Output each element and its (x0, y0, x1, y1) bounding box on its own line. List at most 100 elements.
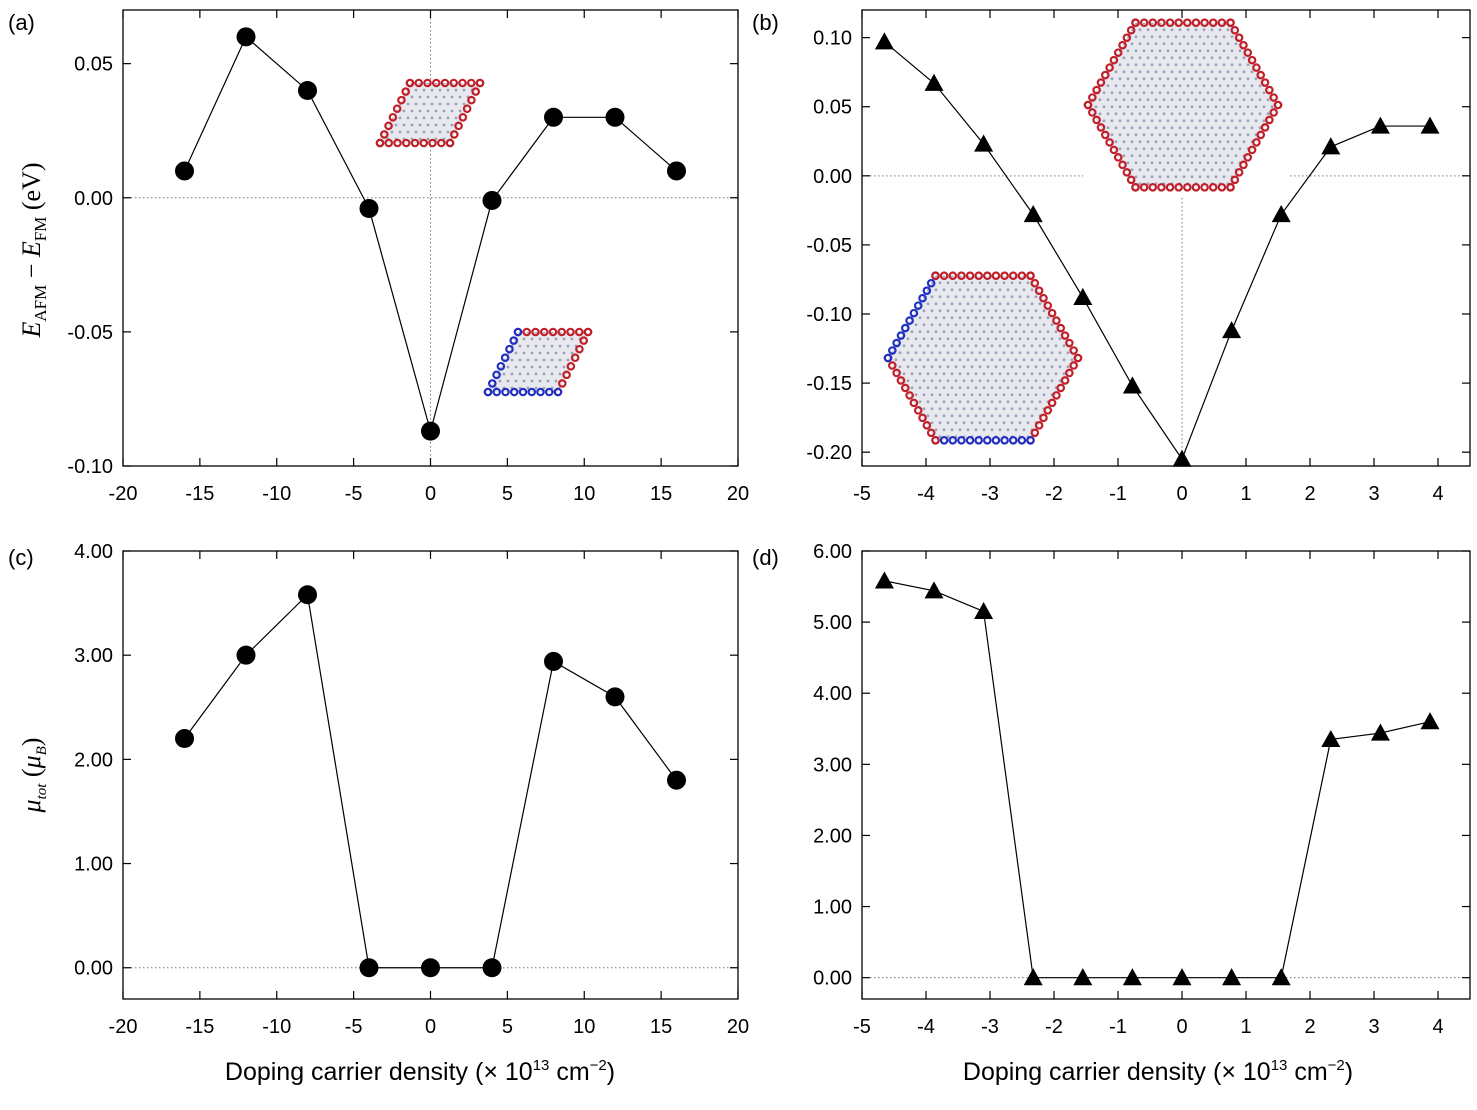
data-point (1321, 729, 1341, 748)
data-point (482, 190, 502, 210)
x-tick-label: -4 (917, 1016, 935, 1038)
series-line (184, 593, 677, 969)
x-tick-label: 10 (573, 1016, 595, 1038)
data-point (421, 958, 440, 978)
data-point (236, 27, 256, 47)
x-tick-label: -15 (185, 1016, 214, 1038)
x-tick-label: 10 (573, 483, 595, 505)
data-point (544, 651, 563, 671)
panel-c: (c) -20 -15 -10 -5 0 5 10 15 20 0.00 1.00 2.00 3.00 4.… (8, 541, 749, 1038)
x-tick-label: 2 (1304, 1016, 1315, 1038)
data-point (1122, 376, 1142, 394)
panel-d: (d) -5 -4 -3 -2 -1 0 1 2 3 4 0.00 1.00 2.00 3.00 4.00 5.… (752, 541, 1471, 1038)
panel-letter: (d) (752, 545, 779, 570)
x-tick-label: 1 (1240, 1016, 1251, 1038)
series-line (884, 41, 1430, 461)
x-tick-label: 0 (1176, 483, 1187, 505)
x-tick-label: -20 (109, 483, 138, 505)
data-point (667, 770, 686, 790)
data-point (1321, 137, 1341, 155)
x-tick-label: 5 (502, 483, 513, 505)
x-tick-label: 0 (425, 483, 436, 505)
inset-flake (483, 327, 593, 397)
x-tick-label: -4 (917, 483, 935, 505)
y-tick-label: 0.05 (74, 54, 113, 76)
y-tick-label: 4.00 (74, 541, 113, 563)
data-point (1420, 712, 1440, 730)
data-point (1122, 968, 1142, 986)
x-tick-label: 20 (727, 1016, 749, 1038)
x-tick-label: -2 (1045, 1016, 1063, 1038)
y-tick-label: 0.00 (74, 188, 113, 210)
x-tick-label: 5 (502, 1016, 513, 1038)
y-tick-label: -0.10 (806, 304, 852, 326)
x-tick-label: 4 (1432, 483, 1443, 505)
y-tick-label: 5.00 (813, 612, 852, 634)
data-point (359, 198, 379, 218)
panel-letter: (b) (752, 10, 779, 35)
x-tick-label: -3 (981, 483, 999, 505)
data-point (874, 32, 894, 50)
inset-lattice (380, 83, 480, 143)
data-point (175, 161, 194, 181)
data-point (924, 581, 944, 599)
data-point (974, 601, 994, 620)
data-point (1073, 287, 1093, 306)
y-tick-label: 0.00 (74, 958, 113, 980)
y-tick-label: 1.00 (74, 854, 113, 876)
x-tick-label: -10 (262, 483, 291, 505)
x-tick-label: -1 (1109, 1016, 1127, 1038)
x-tick-label: 15 (650, 483, 672, 505)
y-tick-label: 3.00 (813, 754, 852, 776)
ylabel-moment: μtot (μB) (17, 738, 50, 814)
data-point (667, 161, 686, 181)
x-tick-label: -5 (853, 483, 871, 505)
data-point (1370, 116, 1390, 134)
data-point (1222, 968, 1242, 986)
data-point (1222, 321, 1242, 339)
panel-a: (a) -20 -15 -10 -5 0 5 10 15 20 -0.10 -0.05 0.00 0.05 (8, 9, 749, 505)
data-point (1023, 205, 1043, 223)
y-tick-label: 3.00 (74, 645, 113, 667)
panel-b: (b) -5 -4 -3 -2 -1 0 1 2 3 4 -0.20 -0.15 -0.10 -0.05 0.… (752, 9, 1471, 505)
x-tick-label: 4 (1432, 1016, 1443, 1038)
plot-frame (861, 550, 1471, 1000)
series-line (884, 580, 1431, 979)
x-tick-label: -5 (345, 483, 363, 505)
data-point (1271, 968, 1291, 986)
x-tick-label: 3 (1368, 1016, 1379, 1038)
data-point (421, 421, 440, 441)
panel-letter: (c) (8, 545, 34, 570)
data-point (482, 958, 502, 978)
y-tick-label: 0.00 (813, 166, 852, 188)
xlabel-left: Doping carrier density (× 1013 cm−2) (225, 1057, 615, 1086)
x-tick-label: 20 (727, 483, 749, 505)
x-tick-label: -5 (345, 1016, 363, 1038)
y-tick-label: -0.20 (806, 442, 852, 464)
y-tick-label: 6.00 (813, 541, 852, 563)
plot-frame (861, 9, 1471, 467)
data-point (359, 958, 379, 978)
x-tick-label: -5 (853, 1016, 871, 1038)
x-tick-label: -10 (262, 1016, 291, 1038)
data-point (924, 73, 944, 91)
x-tick-label: 0 (1176, 1016, 1187, 1038)
y-tick-label: 2.00 (74, 749, 113, 771)
x-tick-label: -1 (1109, 483, 1127, 505)
y-tick-label: 0.05 (813, 97, 852, 119)
inset-flake (375, 78, 485, 148)
y-tick-label: -0.05 (806, 235, 852, 257)
y-tick-label: 0.00 (813, 968, 852, 990)
plot-frame (122, 550, 739, 1000)
data-point (175, 729, 194, 749)
x-tick-label: 3 (1368, 483, 1379, 505)
data-point (874, 571, 894, 589)
y-tick-label: 0.10 (813, 28, 852, 50)
inset-lattice (488, 332, 588, 392)
y-tick-label: 2.00 (813, 825, 852, 847)
x-tick-label: -20 (109, 1016, 138, 1038)
y-tick-label: 1.00 (813, 897, 852, 919)
y-tick-label: -0.10 (67, 456, 113, 478)
xlabel-right: Doping carrier density (× 1013 cm−2) (963, 1057, 1353, 1086)
